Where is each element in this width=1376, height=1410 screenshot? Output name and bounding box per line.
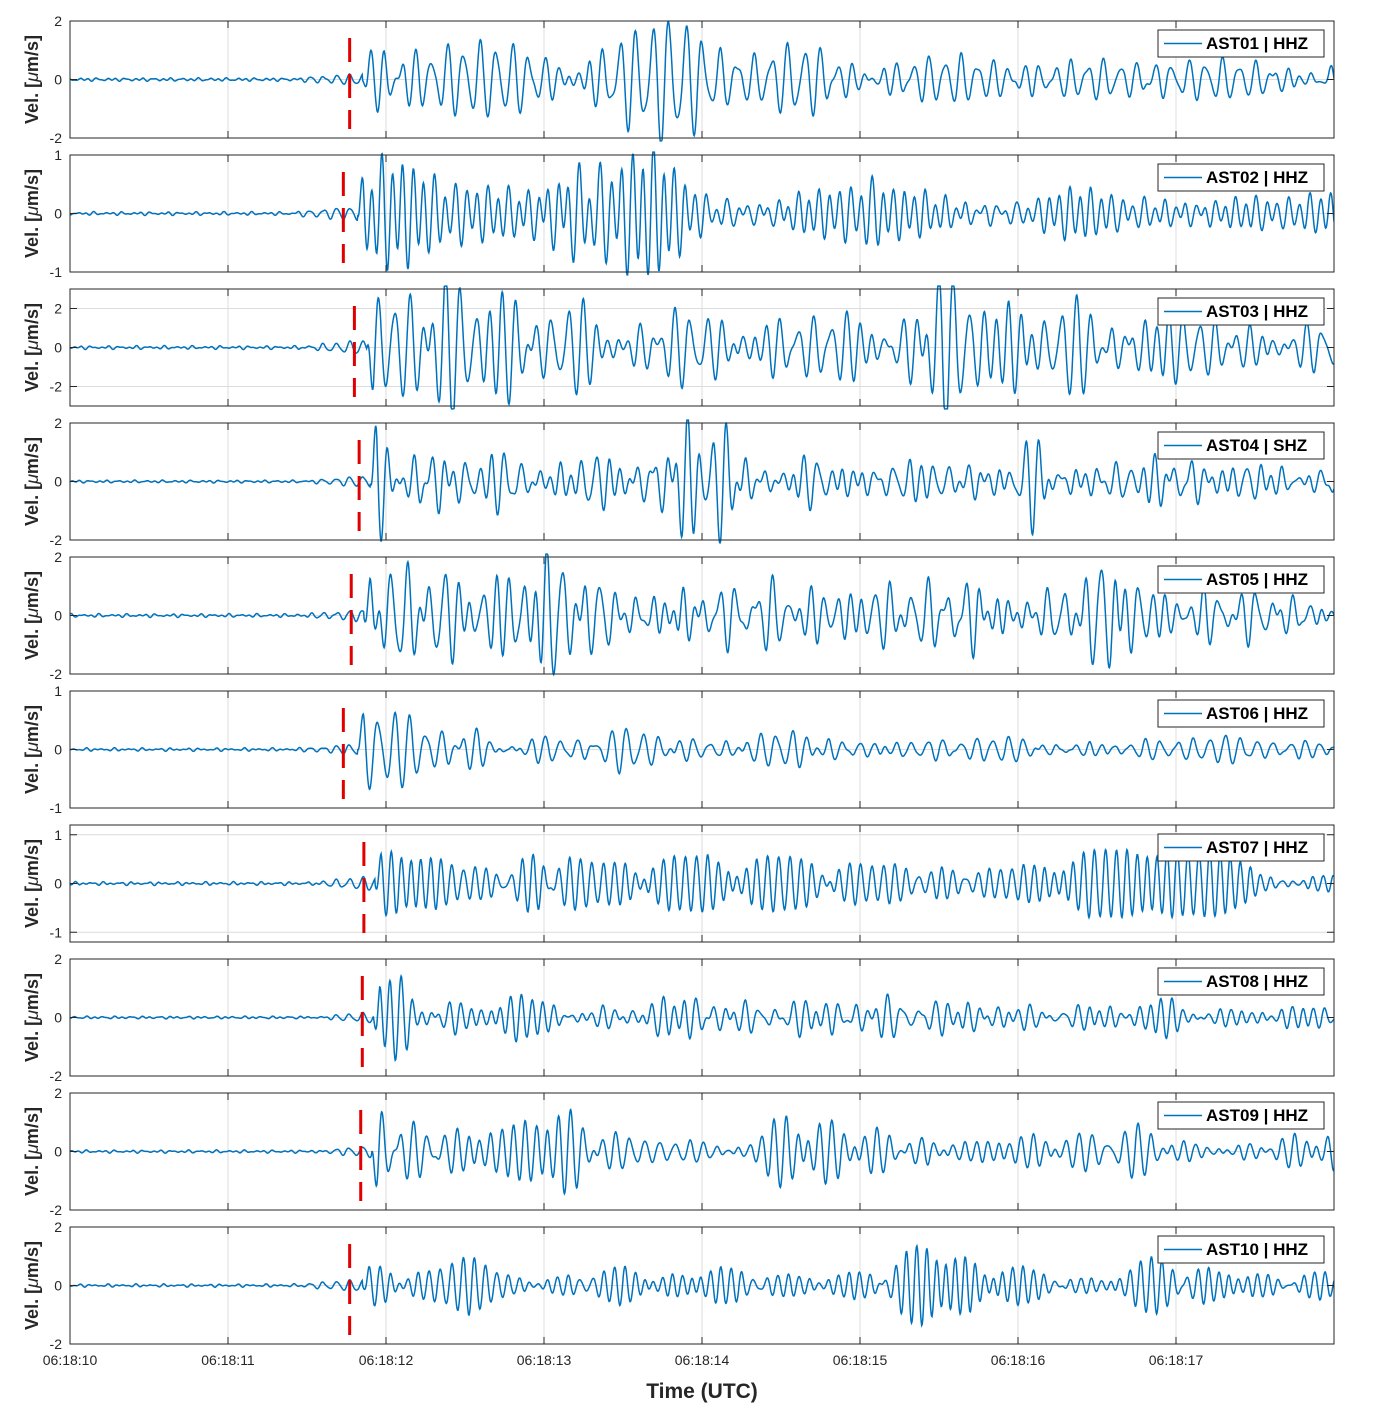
y-tick-label: -2 — [50, 1202, 63, 1218]
waveform-line — [70, 973, 1334, 1062]
waveform-line — [70, 151, 1334, 276]
legend-entry: AST08 | HHZ — [1206, 972, 1308, 991]
waveform-line — [70, 1243, 1334, 1328]
y-tick-label: -2 — [50, 532, 63, 548]
panel-10: -2 0 2 Vel. [μm/s] AST10 | HHZ — [22, 1219, 1335, 1352]
y-tick-label: 1 — [54, 827, 62, 843]
x-axis-label: Time (UTC) — [646, 1380, 758, 1403]
x-tick-label: 06:18:10 — [43, 1352, 98, 1368]
y-tick-label: 1 — [54, 683, 62, 699]
y-tick-label: -2 — [50, 379, 63, 395]
legend-entry: AST10 | HHZ — [1206, 1240, 1308, 1259]
panel-5: -2 0 2 Vel. [μm/s] AST05 | HHZ — [22, 549, 1335, 682]
y-tick-label: 2 — [54, 951, 62, 967]
y-tick-label: 2 — [54, 549, 62, 565]
legend-entry: AST09 | HHZ — [1206, 1106, 1308, 1125]
x-tick-label: 06:18:15 — [833, 1352, 888, 1368]
y-tick-label: 0 — [54, 206, 62, 222]
panel-6: -1 0 1 Vel. [μm/s] AST06 | HHZ — [22, 683, 1335, 816]
y-tick-label: -2 — [50, 1068, 63, 1084]
legend: AST07 | HHZ — [1157, 833, 1325, 862]
x-tick-label: 06:18:12 — [359, 1352, 414, 1368]
y-tick-label: 0 — [54, 1010, 62, 1026]
x-tick-label: 06:18:14 — [675, 1352, 730, 1368]
x-tick-labels: 06:18:10 06:18:11 06:18:12 06:18:13 06:18:14… — [43, 1352, 1204, 1368]
panel-3: -2 0 2 Vel. [μm/s] AST03 | HHZ — [22, 285, 1335, 410]
legend: AST10 | HHZ — [1157, 1235, 1325, 1264]
panel-1: -2 0 2 Vel. [μm/s] AST01 | HHZ — [22, 13, 1335, 146]
y-tick-label: 2 — [54, 1085, 62, 1101]
panel-8: -2 0 2 Vel. [μm/s] AST08 | HHZ — [22, 951, 1335, 1084]
y-tick-label: 0 — [54, 72, 62, 88]
y-tick-label: -2 — [50, 130, 63, 146]
y-axis-label: Vel. [μm/s] — [22, 839, 42, 928]
panels-layer: -2 0 2 Vel. [μm/s] AST01 | HHZ -1 0 1 Vel. [μm/s… — [22, 13, 1335, 1352]
y-tick-label: 2 — [54, 301, 62, 317]
y-axis-label: Vel. [μm/s] — [22, 571, 42, 660]
y-axis-label: Vel. [μm/s] — [22, 973, 42, 1062]
legend: AST09 | HHZ — [1157, 1101, 1325, 1130]
waveform-line — [70, 847, 1334, 920]
x-tick-label: 06:18:17 — [1149, 1352, 1204, 1368]
x-tick-label: 06:18:16 — [991, 1352, 1046, 1368]
waveform-line — [70, 553, 1334, 677]
y-tick-label: 0 — [54, 1278, 62, 1294]
y-tick-label: 1 — [54, 147, 62, 163]
waveform-line — [70, 1108, 1334, 1196]
y-axis-label: Vel. [μm/s] — [22, 169, 42, 258]
legend: AST01 | HHZ — [1157, 29, 1325, 58]
waveform-line — [70, 711, 1334, 791]
y-axis-label: Vel. [μm/s] — [22, 437, 42, 526]
legend-entry: AST04 | SHZ — [1206, 436, 1307, 455]
y-tick-label: -1 — [50, 800, 63, 816]
x-tick-label: 06:18:11 — [201, 1352, 255, 1368]
panel-4: -2 0 2 Vel. [μm/s] AST04 | SHZ — [22, 415, 1335, 548]
y-tick-label: -2 — [50, 666, 63, 682]
y-tick-label: 0 — [54, 1144, 62, 1160]
waveform-line — [70, 419, 1334, 545]
legend: AST04 | SHZ — [1157, 431, 1325, 460]
y-axis-label: Vel. [μm/s] — [22, 1241, 42, 1330]
y-tick-label: 0 — [54, 474, 62, 490]
legend-entry: AST06 | HHZ — [1206, 704, 1308, 723]
legend-entry: AST05 | HHZ — [1206, 570, 1308, 589]
y-axis-label: Vel. [μm/s] — [22, 705, 42, 794]
legend: AST08 | HHZ — [1157, 967, 1325, 996]
y-tick-label: 0 — [54, 340, 62, 356]
y-tick-label: -1 — [50, 924, 63, 940]
y-axis-label: Vel. [μm/s] — [22, 303, 42, 392]
legend: AST02 | HHZ — [1157, 163, 1325, 192]
legend: AST05 | HHZ — [1157, 565, 1325, 594]
y-axis-label: Vel. [μm/s] — [22, 1107, 42, 1196]
y-tick-label: -2 — [50, 1336, 63, 1352]
panel-2: -1 0 1 Vel. [μm/s] AST02 | HHZ — [22, 147, 1335, 280]
legend: AST03 | HHZ — [1157, 297, 1325, 326]
panel-9: -2 0 2 Vel. [μm/s] AST09 | HHZ — [22, 1085, 1335, 1218]
y-axis-label: Vel. [μm/s] — [22, 35, 42, 124]
y-tick-label: 2 — [54, 415, 62, 431]
legend: AST06 | HHZ — [1157, 699, 1325, 728]
y-tick-label: 2 — [54, 13, 62, 29]
x-tick-label: 06:18:13 — [517, 1352, 572, 1368]
y-tick-label: 0 — [54, 742, 62, 758]
waveform-line — [70, 20, 1334, 142]
y-tick-label: 0 — [54, 876, 62, 892]
y-tick-label: 2 — [54, 1219, 62, 1235]
waveform-line — [70, 285, 1334, 410]
y-tick-label: -1 — [50, 264, 63, 280]
panel-7: -1 0 1 Vel. [μm/s] AST07 | HHZ — [22, 824, 1335, 943]
y-tick-label: 0 — [54, 608, 62, 624]
legend-entry: AST03 | HHZ — [1206, 302, 1308, 321]
legend-entry: AST02 | HHZ — [1206, 168, 1308, 187]
legend-entry: AST01 | HHZ — [1206, 34, 1308, 53]
legend-entry: AST07 | HHZ — [1206, 838, 1308, 857]
